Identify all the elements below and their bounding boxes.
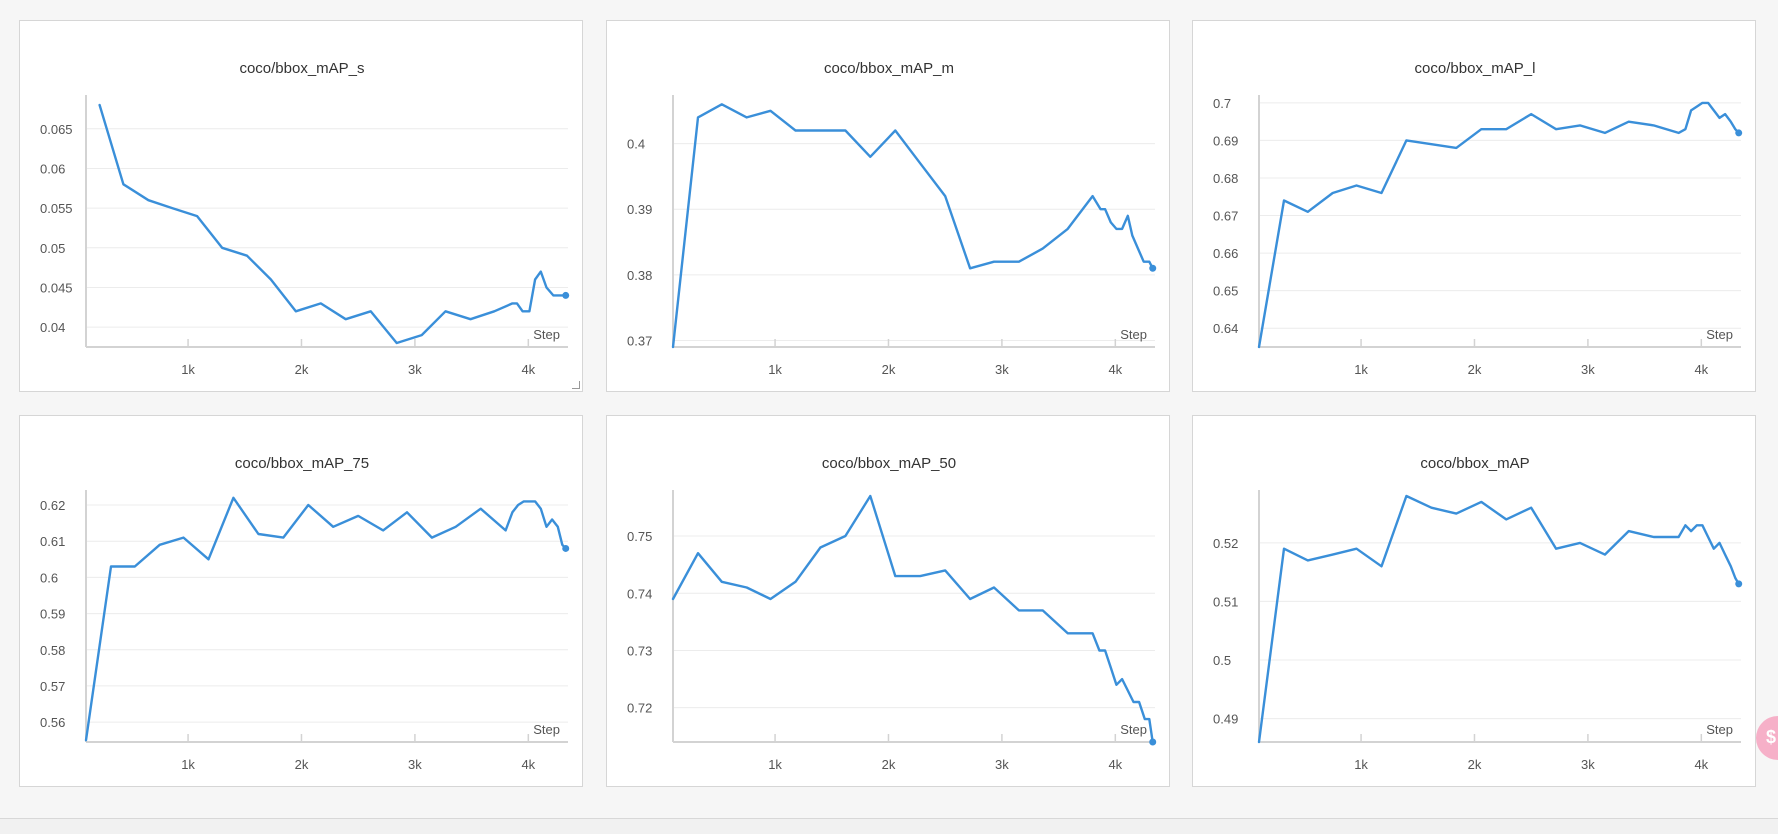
- x-axis-label: Step: [533, 327, 560, 342]
- y-tick-label: 0.04: [40, 320, 65, 335]
- chart-panel-bbox-map-75[interactable]: coco/bbox_mAP_75 0.56 0.57 0.58 0.59 0.6 0.61 0…: [19, 415, 583, 787]
- x-tick-label: 4k: [1108, 362, 1122, 377]
- panel-resize-handle[interactable]: [572, 381, 580, 389]
- dollar-icon: $: [1766, 727, 1777, 747]
- chart-panel-bbox-map-l[interactable]: coco/bbox_mAP_l 0.64 0.65 0.66 0.67 0.68 0.69 0…: [1192, 20, 1756, 392]
- y-tick-label: 0.5: [1213, 653, 1231, 668]
- chart-panel-bbox-map[interactable]: coco/bbox_mAP 0.49 0.5 0.51 0.52 1k 2k 3k 4k Step: [1192, 415, 1756, 787]
- y-tick-label: 0.065: [40, 122, 73, 137]
- chart-title: coco/bbox_mAP_m: [824, 60, 954, 77]
- x-tick-label: 3k: [1581, 362, 1595, 377]
- x-axis-label: Step: [1706, 327, 1733, 342]
- y-tick-label: 0.59: [40, 607, 65, 622]
- chart-title: coco/bbox_mAP_50: [822, 455, 956, 472]
- y-tick-label: 0.39: [627, 202, 652, 217]
- line-chart: coco/bbox_mAP 0.49 0.5 0.51 0.52 1k 2k 3k 4k Step: [1213, 455, 1743, 772]
- y-tick-label: 0.67: [1213, 209, 1238, 224]
- chart-panel-bbox-map-50[interactable]: coco/bbox_mAP_50 0.72 0.73 0.74 0.75 1k 2k 3k 4k…: [606, 415, 1170, 787]
- x-tick-label: 3k: [995, 757, 1009, 772]
- x-tick-label: 1k: [181, 757, 195, 772]
- series-line[interactable]: [671, 494, 1154, 744]
- bottom-scroll-bar[interactable]: [0, 818, 1778, 834]
- line-chart: coco/bbox_mAP_m 0.37 0.38 0.39 0.4 1k 2k 3k 4k St…: [627, 60, 1157, 377]
- y-tick-label: 0.52: [1213, 536, 1238, 551]
- y-tick-label: 0.61: [40, 534, 65, 549]
- x-tick-label: 1k: [768, 362, 782, 377]
- y-tick-label: 0.7: [1213, 96, 1231, 111]
- x-tick-label: 1k: [181, 362, 195, 377]
- y-tick-label: 0.6: [40, 570, 58, 585]
- y-tick-label: 0.57: [40, 679, 65, 694]
- last-point-marker[interactable]: [562, 544, 570, 552]
- chart-title: coco/bbox_mAP_l: [1415, 60, 1536, 77]
- y-tick-label: 0.4: [627, 137, 645, 152]
- last-point-marker[interactable]: [1149, 738, 1157, 746]
- series-line[interactable]: [84, 496, 567, 742]
- x-tick-label: 2k: [1468, 757, 1482, 772]
- x-tick-label: 3k: [408, 757, 422, 772]
- y-tick-label: 0.74: [627, 586, 652, 601]
- y-tick-label: 0.66: [1213, 246, 1238, 261]
- x-tick-label: 3k: [1581, 757, 1595, 772]
- y-tick-label: 0.73: [627, 643, 652, 658]
- y-tick-label: 0.37: [627, 333, 652, 348]
- y-tick-label: 0.72: [627, 701, 652, 716]
- y-tick-label: 0.49: [1213, 712, 1238, 727]
- series-line[interactable]: [671, 103, 1154, 349]
- x-tick-label: 4k: [521, 362, 535, 377]
- x-tick-label: 1k: [768, 757, 782, 772]
- y-tick-label: 0.05: [40, 241, 65, 256]
- x-axis-label: Step: [1120, 327, 1147, 342]
- y-tick-label: 0.055: [40, 201, 73, 216]
- y-tick-label: 0.56: [40, 715, 65, 730]
- chart-title: coco/bbox_mAP_s: [239, 60, 364, 77]
- chart-panel-bbox-map-s[interactable]: coco/bbox_mAP_s 0.04 0.045 0.05 0.055 0.06 0.0…: [19, 20, 583, 392]
- series-line[interactable]: [1257, 494, 1740, 744]
- x-tick-label: 4k: [521, 757, 535, 772]
- y-tick-label: 0.38: [627, 268, 652, 283]
- y-tick-label: 0.65: [1213, 284, 1238, 299]
- last-point-marker[interactable]: [1735, 129, 1743, 137]
- x-tick-label: 2k: [1468, 362, 1482, 377]
- series-line[interactable]: [98, 103, 567, 345]
- last-point-marker[interactable]: [1149, 264, 1157, 272]
- x-tick-label: 2k: [882, 362, 896, 377]
- chart-title: coco/bbox_mAP_75: [235, 455, 369, 472]
- y-tick-label: 0.045: [40, 280, 73, 295]
- y-tick-label: 0.51: [1213, 594, 1238, 609]
- line-chart: coco/bbox_mAP_s 0.04 0.045 0.05 0.055 0.06 0.0…: [40, 60, 570, 377]
- floating-help-badge[interactable]: $: [1756, 716, 1778, 760]
- y-tick-label: 0.58: [40, 643, 65, 658]
- series-line[interactable]: [1257, 101, 1740, 349]
- x-tick-label: 3k: [408, 362, 422, 377]
- line-chart: coco/bbox_mAP_l 0.64 0.65 0.66 0.67 0.68 0.69 0…: [1213, 60, 1743, 377]
- y-tick-label: 0.68: [1213, 171, 1238, 186]
- x-tick-label: 4k: [1108, 757, 1122, 772]
- y-tick-label: 0.62: [40, 498, 65, 513]
- x-axis-label: Step: [1120, 722, 1147, 737]
- x-tick-label: 4k: [1694, 362, 1708, 377]
- x-tick-label: 2k: [882, 757, 896, 772]
- y-tick-label: 0.75: [627, 529, 652, 544]
- x-tick-label: 3k: [995, 362, 1009, 377]
- line-chart: coco/bbox_mAP_50 0.72 0.73 0.74 0.75 1k 2k 3k 4k…: [627, 455, 1157, 772]
- last-point-marker[interactable]: [562, 291, 570, 299]
- line-chart: coco/bbox_mAP_75 0.56 0.57 0.58 0.59 0.6 0.61 0…: [40, 455, 570, 772]
- x-tick-label: 4k: [1694, 757, 1708, 772]
- x-tick-label: 1k: [1354, 757, 1368, 772]
- x-tick-label: 1k: [1354, 362, 1368, 377]
- y-tick-label: 0.06: [40, 161, 65, 176]
- x-axis-label: Step: [1706, 722, 1733, 737]
- y-tick-label: 0.69: [1213, 133, 1238, 148]
- chart-title: coco/bbox_mAP: [1420, 455, 1529, 472]
- x-tick-label: 2k: [295, 362, 309, 377]
- x-tick-label: 2k: [295, 757, 309, 772]
- last-point-marker[interactable]: [1735, 580, 1743, 588]
- chart-panel-bbox-map-m[interactable]: coco/bbox_mAP_m 0.37 0.38 0.39 0.4 1k 2k 3k 4k St…: [606, 20, 1170, 392]
- y-tick-label: 0.64: [1213, 321, 1238, 336]
- x-axis-label: Step: [533, 722, 560, 737]
